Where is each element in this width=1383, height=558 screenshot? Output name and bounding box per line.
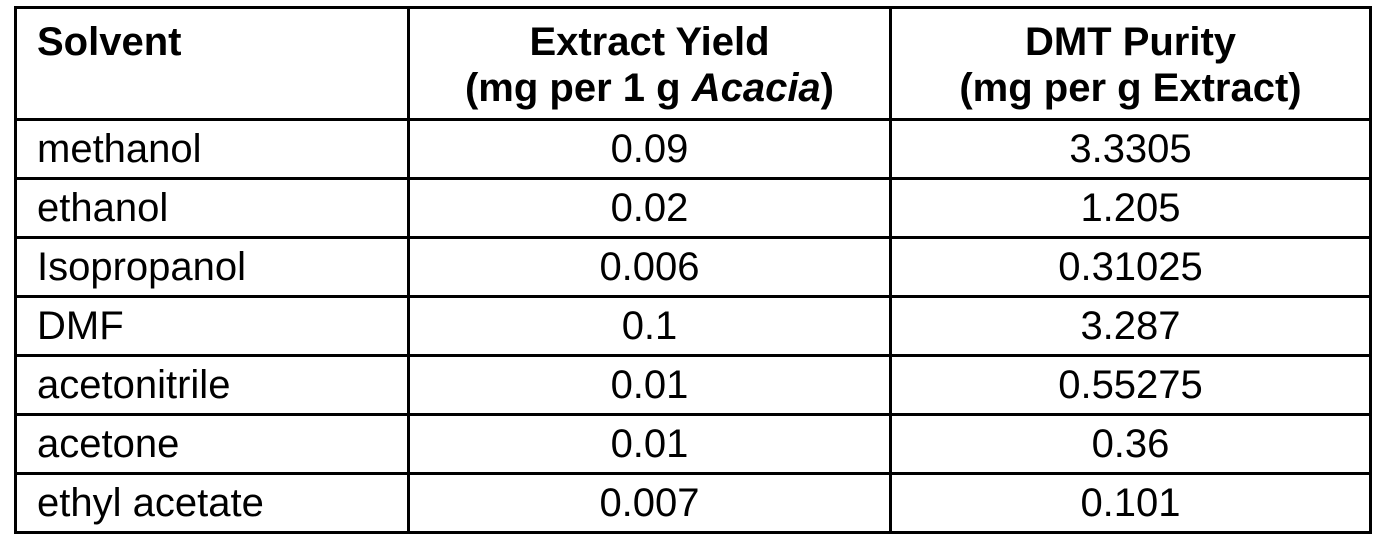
dmt-purity-column-header: DMT Purity (mg per g Extract) (891, 8, 1371, 120)
solvent-extraction-table-container: Solvent Extract Yield (mg per 1 g Acacia… (14, 6, 1369, 534)
dmt-purity-cell: 0.101 (891, 474, 1371, 533)
extract-yield-cell: 0.1 (409, 297, 891, 356)
table-row: Isopropanol0.0060.31025 (16, 238, 1371, 297)
dmt-purity-header-line2: (mg per g Extract) (892, 65, 1369, 111)
table-header-row: Solvent Extract Yield (mg per 1 g Acacia… (16, 8, 1371, 120)
solvent-cell: DMF (16, 297, 409, 356)
solvent-extraction-table: Solvent Extract Yield (mg per 1 g Acacia… (14, 6, 1372, 534)
extract-yield-header-line1: Extract Yield (410, 19, 889, 65)
solvent-cell: Isopropanol (16, 238, 409, 297)
dmt-purity-cell: 0.31025 (891, 238, 1371, 297)
extract-yield-cell: 0.01 (409, 415, 891, 474)
extract-yield-cell: 0.006 (409, 238, 891, 297)
extract-yield-cell: 0.02 (409, 179, 891, 238)
dmt-purity-cell: 0.36 (891, 415, 1371, 474)
dmt-purity-cell: 3.287 (891, 297, 1371, 356)
table-row: ethyl acetate0.0070.101 (16, 474, 1371, 533)
dmt-purity-cell: 3.3305 (891, 120, 1371, 179)
solvent-cell: acetonitrile (16, 356, 409, 415)
extract-yield-cell: 0.01 (409, 356, 891, 415)
solvent-cell: ethanol (16, 179, 409, 238)
extract-yield-cell: 0.007 (409, 474, 891, 533)
dmt-purity-header-line1: DMT Purity (892, 19, 1369, 65)
solvent-cell: methanol (16, 120, 409, 179)
table-row: ethanol0.021.205 (16, 179, 1371, 238)
solvent-cell: acetone (16, 415, 409, 474)
table-body: methanol0.093.3305ethanol0.021.205Isopro… (16, 120, 1371, 533)
table-row: acetone0.010.36 (16, 415, 1371, 474)
solvent-cell: ethyl acetate (16, 474, 409, 533)
extract-yield-cell: 0.09 (409, 120, 891, 179)
extract-yield-unit-genus: Acacia (692, 66, 821, 110)
table-row: acetonitrile0.010.55275 (16, 356, 1371, 415)
dmt-purity-cell: 1.205 (891, 179, 1371, 238)
extract-yield-unit-suffix: ) (821, 66, 834, 110)
extract-yield-unit-prefix: (mg per 1 g (465, 66, 692, 110)
table-row: DMF0.13.287 (16, 297, 1371, 356)
extract-yield-column-header: Extract Yield (mg per 1 g Acacia) (409, 8, 891, 120)
solvent-header-label: Solvent (37, 20, 181, 64)
solvent-column-header: Solvent (16, 8, 409, 120)
dmt-purity-cell: 0.55275 (891, 356, 1371, 415)
extract-yield-header-line2: (mg per 1 g Acacia) (410, 65, 889, 111)
table-row: methanol0.093.3305 (16, 120, 1371, 179)
